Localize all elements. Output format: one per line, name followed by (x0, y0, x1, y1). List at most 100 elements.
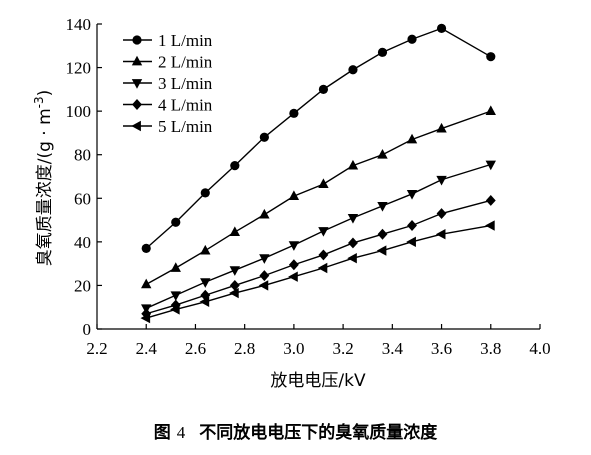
data-point (200, 278, 211, 288)
data-point (288, 190, 300, 201)
data-point (485, 105, 496, 116)
data-point (348, 65, 358, 75)
x-tick-label: 3.4 (382, 339, 404, 358)
legend: 1 L/min 2 L/min 3 L/min 4 L/min 5 L/min (123, 31, 213, 136)
series-line (145, 27, 492, 249)
legend-label: 3 L/min (158, 74, 213, 93)
legend-item: 2 L/min (123, 53, 213, 72)
legend-label: 4 L/min (158, 96, 213, 115)
x-tick-label: 4.0 (529, 339, 550, 358)
data-point (200, 188, 210, 198)
legend-label: 1 L/min (158, 31, 213, 50)
y-tick-label: 20 (74, 276, 91, 295)
data-point (200, 244, 211, 255)
data-point (318, 249, 329, 261)
data-point (140, 312, 151, 324)
data-point (259, 208, 270, 219)
caption-number: 4 (176, 423, 186, 442)
data-point (171, 217, 181, 227)
data-point (406, 236, 416, 248)
data-point (170, 304, 180, 315)
data-point (347, 213, 359, 224)
legend-marker (131, 55, 143, 66)
legend-marker (131, 79, 143, 89)
data-point (288, 241, 300, 251)
data-point (289, 108, 299, 118)
y-tick-label: 0 (83, 320, 92, 339)
y-tick-label: 60 (74, 189, 91, 208)
data-point (347, 252, 357, 264)
x-tick-label: 2.4 (136, 339, 158, 358)
data-point (259, 132, 269, 142)
legend-item: 4 L/min (123, 96, 213, 115)
data-point (377, 228, 388, 240)
y-axis-label-main: 臭氧质量浓度/(g · m (35, 108, 55, 266)
data-point (435, 229, 446, 240)
legend-item: 5 L/min (123, 117, 213, 136)
y-tick-label: 140 (66, 15, 92, 34)
y-tick-label: 120 (66, 59, 92, 78)
data-point (258, 280, 269, 291)
data-point (288, 271, 298, 282)
data-point (229, 279, 240, 291)
series-5 (140, 220, 495, 324)
x-tick-label: 3.6 (431, 339, 452, 358)
data-point (170, 262, 181, 272)
series-2 (141, 105, 496, 289)
y-axis-label-superscript: -3 (32, 96, 46, 108)
data-point (347, 159, 359, 170)
y-axis-ticks: 0 20 40 60 80 100 120 140 (66, 15, 102, 339)
x-axis-label: 放电电压/kV (270, 371, 366, 391)
x-tick-label: 2.8 (234, 339, 255, 358)
data-point (200, 289, 211, 301)
data-point (230, 161, 240, 171)
data-point (436, 122, 447, 133)
data-point (436, 208, 447, 219)
data-point (377, 47, 388, 57)
legend-label: 5 L/min (158, 117, 213, 136)
data-point (229, 226, 241, 236)
data-point (141, 278, 152, 289)
data-point (377, 148, 388, 159)
x-tick-label: 3.8 (480, 339, 501, 358)
y-tick-label: 40 (74, 233, 91, 252)
y-tick-label: 80 (74, 146, 91, 165)
plot-frame (96, 24, 540, 330)
data-point (485, 160, 496, 171)
data-point (288, 259, 299, 271)
caption-text: 不同放电电压下的臭氧质量浓度 (199, 423, 438, 443)
y-tick-label: 100 (66, 102, 92, 121)
data-point (436, 175, 447, 186)
x-tick-label: 3.2 (332, 339, 353, 358)
x-tick-label: 2.2 (86, 339, 107, 358)
legend-item: 1 L/min (123, 31, 213, 50)
x-tick-label: 3.0 (283, 339, 304, 358)
caption-prefix: 图 (153, 423, 171, 443)
data-point (377, 202, 388, 212)
legend-marker (132, 35, 142, 45)
legend-marker (131, 120, 141, 132)
data-point (406, 190, 418, 200)
series-3 (141, 160, 496, 315)
x-axis-ticks: 2.2 2.4 2.6 2.8 3.0 3.2 3.4 3.6 3.8 4.0 (86, 324, 551, 358)
data-point (318, 84, 329, 94)
series-line (145, 110, 492, 285)
data-point (259, 270, 270, 282)
legend-marker (132, 99, 142, 110)
data-point (436, 23, 447, 33)
data-point (485, 195, 496, 206)
data-point (229, 287, 239, 299)
data-point (407, 220, 417, 231)
y-axis-label-tail: ) (35, 90, 55, 97)
data-point (317, 262, 328, 274)
data-point (318, 178, 329, 189)
data-point (376, 245, 387, 256)
data-point (229, 266, 241, 276)
data-point (407, 34, 417, 44)
series-line (145, 163, 491, 309)
ozone-chart: 2.2 2.4 2.6 2.8 3.0 3.2 3.4 3.6 3.8 4.0 0 20 40 60 80… (32, 15, 551, 391)
data-point (485, 220, 495, 231)
figure-caption: 图 4 不同放电电压下的臭氧质量浓度 (0, 418, 591, 443)
x-tick-label: 2.6 (185, 339, 206, 358)
data-point (406, 133, 418, 144)
